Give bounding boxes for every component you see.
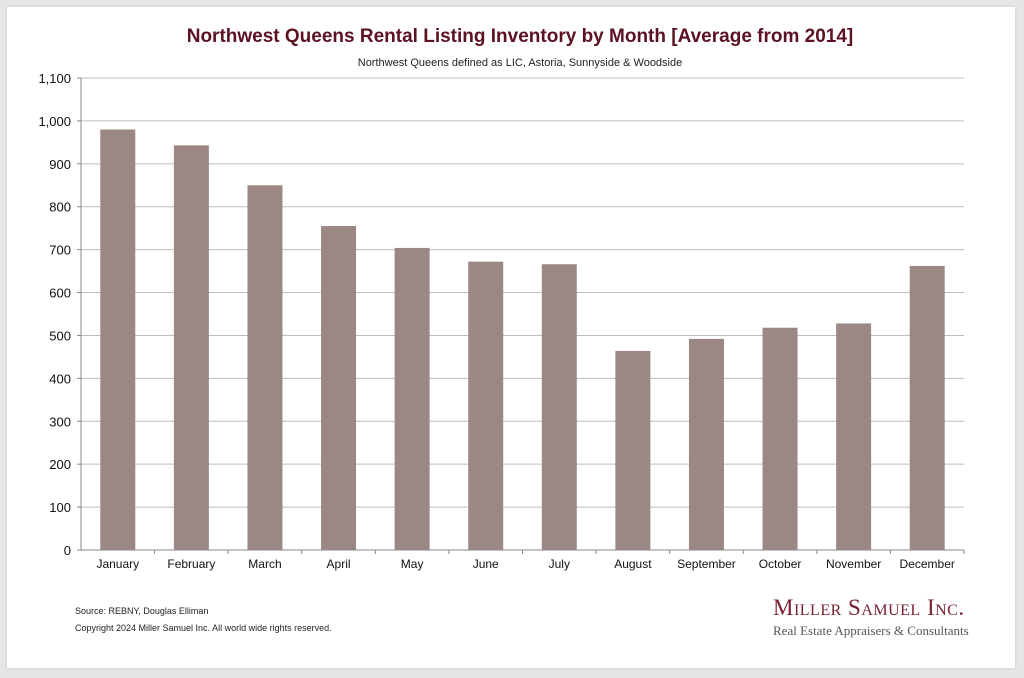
y-tick-label: 800: [49, 200, 71, 215]
y-tick-label: 0: [64, 543, 71, 558]
y-tick-label: 600: [49, 286, 71, 301]
brand-tagline: Real Estate Appraisers & Consultants: [773, 623, 969, 638]
x-tick-label: June: [473, 557, 499, 571]
x-tick-label: May: [401, 557, 424, 571]
bar-january: [100, 129, 136, 550]
bar-march: [247, 185, 283, 551]
chart-subtitle: Northwest Queens defined as LIC, Astoria…: [357, 57, 683, 69]
axes: [80, 78, 964, 551]
x-tick-label: January: [96, 557, 139, 571]
bar-september: [688, 338, 724, 550]
bar-december: [909, 265, 945, 550]
x-tick-labels: January February March April May June July Augu…: [96, 557, 954, 571]
x-tick-label: December: [900, 557, 955, 571]
y-tick-label: 100: [49, 500, 71, 515]
bar-february: [173, 145, 209, 550]
y-tick-label: 500: [49, 328, 71, 343]
x-tick-label: November: [826, 557, 881, 571]
bar-november: [836, 323, 872, 550]
y-tick-label: 700: [49, 243, 71, 258]
bars: [100, 129, 965, 554]
brand-logo-name: Miller Samuel Inc.: [773, 595, 965, 620]
x-tick-label: March: [248, 557, 281, 571]
copyright-note: Copyright 2024 Miller Samuel Inc. All wo…: [75, 623, 332, 633]
y-tick-labels: 0 100 200 300 400 500 600 700 800 900 1,000 1,100: [38, 71, 71, 558]
x-tick-label: April: [327, 557, 351, 571]
bar-june: [468, 261, 504, 550]
y-tick-label: 1,000: [38, 114, 71, 129]
gridlines: [77, 77, 964, 551]
bar-august: [615, 350, 651, 550]
bar-october: [762, 327, 798, 550]
y-tick-label: 200: [49, 457, 71, 472]
y-tick-label: 400: [49, 371, 71, 386]
bar-april: [321, 226, 357, 550]
y-tick-label: 1,100: [38, 71, 71, 86]
x-tick-label: August: [614, 557, 652, 571]
source-note: Source: REBNY, Douglas Elliman: [75, 606, 209, 616]
bar-may: [394, 247, 430, 551]
chart-title: Northwest Queens Rental Listing Inventor…: [186, 26, 854, 47]
y-tick-label: 300: [49, 414, 71, 429]
x-tick-label: September: [677, 557, 736, 571]
x-tick-label: October: [759, 557, 802, 571]
bar-july: [541, 264, 577, 550]
x-tick-label: February: [167, 557, 215, 571]
y-tick-label: 900: [49, 157, 71, 172]
x-tick-label: July: [549, 557, 570, 571]
